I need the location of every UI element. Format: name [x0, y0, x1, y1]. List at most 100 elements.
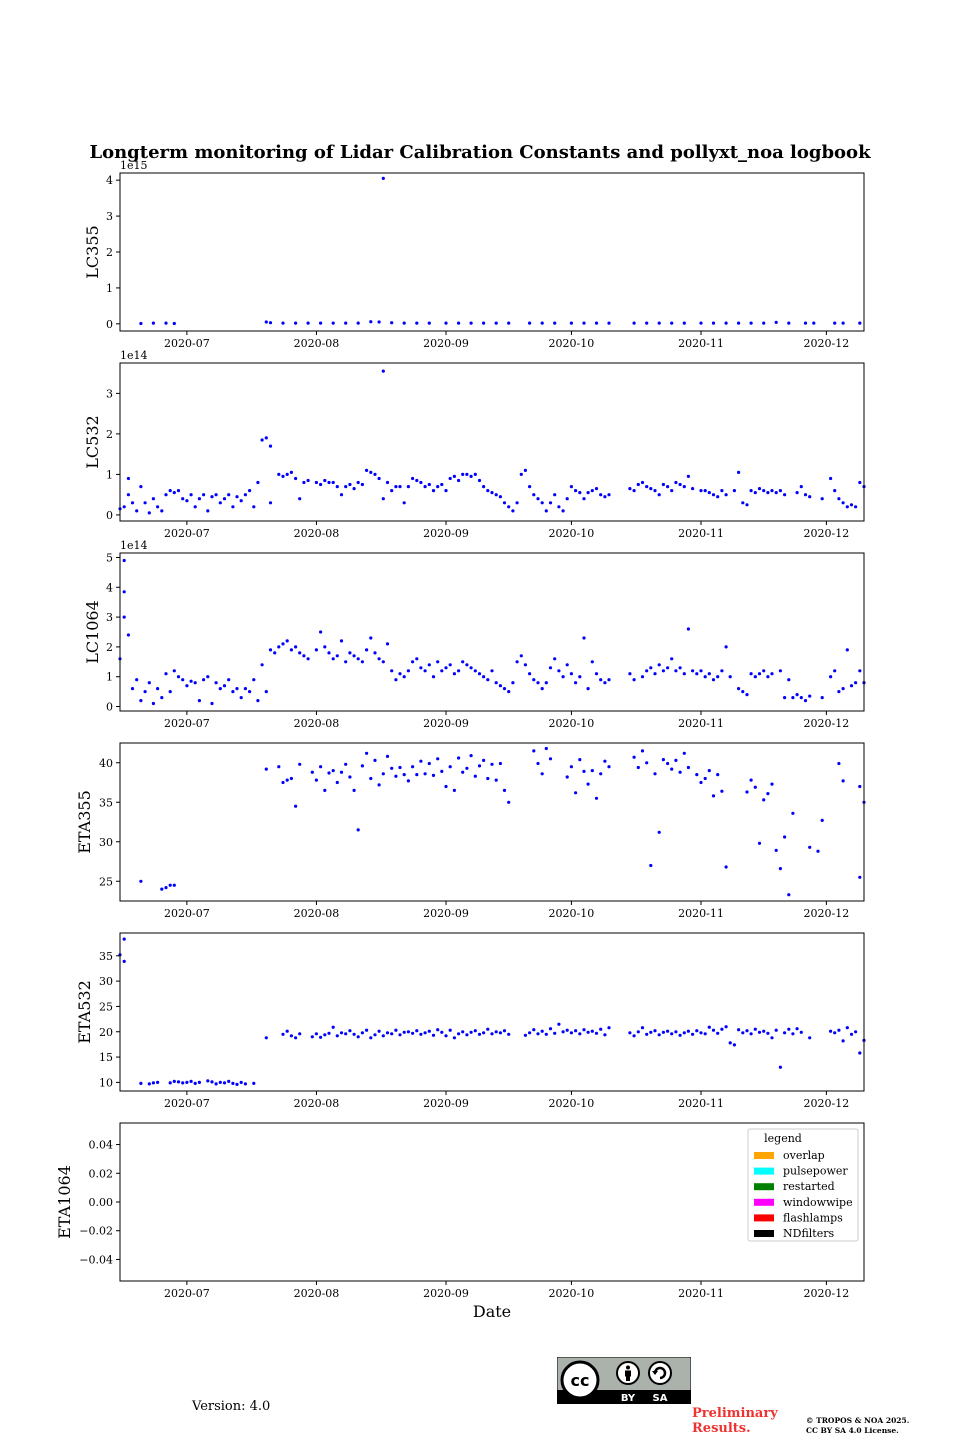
lc1064-data-point — [415, 657, 419, 661]
lc532-data-point — [335, 485, 339, 489]
eta532-data-point — [711, 1028, 716, 1032]
lc532-data-point — [594, 487, 599, 491]
lc532-data-point — [799, 485, 803, 489]
eta355-data-point — [666, 761, 670, 766]
lc1064-data-point — [795, 693, 799, 697]
lc1064-data-point — [837, 690, 841, 694]
lc1064-data-point — [632, 678, 636, 682]
lc532-axes-frame — [119, 362, 865, 522]
lc1064-data-point — [557, 669, 561, 673]
lc532-data-point — [264, 436, 268, 440]
eta355-data-point — [411, 765, 415, 769]
lc532-data-point — [465, 472, 469, 476]
eta355-data-point — [674, 758, 678, 763]
eta532-data-point — [427, 1029, 431, 1033]
lc532-data-point — [670, 489, 674, 493]
lc355-data-point — [294, 321, 298, 325]
legend-swatch-flashlamps — [754, 1214, 774, 1222]
lc532-data-point — [565, 497, 569, 501]
lc532-data-point — [160, 509, 164, 513]
eta355-data-point — [607, 765, 611, 769]
lc1064-data-point — [143, 690, 147, 694]
lc1064-data-point — [762, 669, 766, 673]
lc532-data-point — [737, 470, 741, 474]
eta355-data-point — [778, 867, 783, 871]
eta355-axes-frame — [119, 742, 865, 902]
lc1064-data-point — [574, 681, 578, 685]
lc532-data-point — [490, 491, 494, 495]
eta355-data-point — [820, 818, 824, 823]
eta355-data-point — [482, 758, 486, 763]
eta355-data-point — [348, 775, 352, 779]
lc532-data-point — [260, 438, 264, 442]
eta532-data-point — [448, 1028, 452, 1032]
eta532-data-point — [486, 1027, 490, 1031]
panel-eta1064: −0.04 −0.02 0.00 0.02 0.04 2020-07 2020-08 2020… — [55, 1122, 865, 1300]
eta532-data-point — [452, 1036, 456, 1040]
lc532-data-point — [732, 489, 737, 493]
lc532-data-point — [632, 489, 636, 493]
eta532-data-point — [381, 1034, 385, 1038]
lc532-y-axis-label: LC532 — [83, 415, 102, 468]
lc1064-data-point — [519, 654, 523, 658]
by-person-icon — [616, 1361, 640, 1385]
eta355-data-point — [783, 835, 787, 839]
lc355-data-point — [482, 321, 486, 325]
lc532-data-point — [268, 501, 273, 505]
lc1064-x-tick-label: 2020-09 — [423, 717, 469, 730]
lc532-data-point — [653, 489, 657, 493]
lc1064-data-point — [457, 669, 461, 673]
eta355-data-point — [310, 770, 314, 774]
eta532-data-point — [331, 1025, 335, 1029]
lc1064-data-point — [189, 679, 193, 683]
lc532-data-point — [770, 489, 774, 493]
eta532-data-point — [289, 1034, 293, 1038]
eta532-data-point — [523, 1033, 528, 1037]
lc1064-data-point — [294, 645, 298, 649]
lc355-data-point — [139, 321, 143, 326]
eta532-data-point — [565, 1028, 569, 1032]
eta355-data-point — [360, 764, 364, 768]
lc1064-data-point — [298, 651, 302, 655]
lc1064-axes-frame — [119, 552, 865, 712]
eta532-data-point — [528, 1031, 532, 1035]
lc532-data-point — [841, 501, 845, 505]
lc532-data-point — [603, 495, 607, 499]
eta532-data-point — [239, 1080, 243, 1084]
eta532-data-point — [365, 1028, 369, 1032]
lc532-data-point — [711, 493, 716, 497]
eta355-data-point — [757, 841, 762, 845]
lc532-data-point — [239, 499, 243, 503]
lc1064-data-point — [753, 675, 757, 679]
eta355-data-point — [636, 765, 640, 770]
lc532-x-tick-label: 2020-12 — [804, 527, 850, 540]
lc532-data-point — [808, 495, 812, 499]
lc532-data-point — [444, 489, 448, 493]
eta355-data-point — [594, 796, 599, 800]
lc532-data-point — [691, 487, 695, 491]
lc1064-data-point — [523, 663, 528, 667]
eta355-data-point — [440, 769, 444, 774]
lc532-data-point — [674, 480, 678, 485]
eta1064-y-tick-label: 0.02 — [89, 1167, 114, 1180]
lc1064-data-point — [156, 687, 160, 691]
copyright-line-2: CC BY SA 4.0 License. — [806, 1426, 899, 1435]
lc532-data-point — [130, 501, 135, 505]
lc1064-offset-text: 1e14 — [120, 539, 148, 552]
lc1064-data-point — [661, 669, 666, 673]
eta355-x-tick-label: 2020-07 — [164, 907, 210, 920]
eta355-data-point — [281, 780, 285, 785]
sa-icon — [648, 1361, 672, 1385]
eta532-data-point — [264, 1036, 268, 1040]
eta1064-y-tick-label: −0.02 — [79, 1225, 113, 1238]
lc1064-data-point — [490, 669, 494, 673]
cc-license-badge[interactable]: cc BY SA — [556, 1356, 692, 1405]
lc1064-data-point — [440, 669, 444, 673]
eta532-data-point — [770, 1036, 774, 1040]
lc532-x-tick-label: 2020-11 — [678, 527, 724, 540]
eta532-data-point — [791, 1032, 795, 1036]
lc532-data-point — [231, 505, 235, 509]
lc1064-data-point — [803, 699, 808, 703]
eta355-data-point — [423, 772, 427, 776]
lc532-data-point — [486, 489, 490, 493]
